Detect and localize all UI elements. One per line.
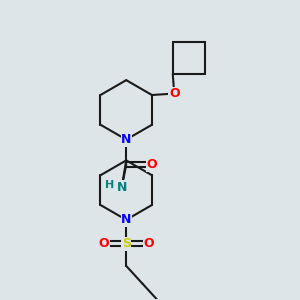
Text: N: N	[117, 181, 127, 194]
Text: O: O	[169, 87, 180, 100]
Text: O: O	[99, 237, 109, 250]
Text: N: N	[121, 133, 131, 146]
Text: O: O	[146, 158, 157, 171]
Text: S: S	[122, 237, 131, 250]
Text: O: O	[143, 237, 154, 250]
Text: N: N	[121, 213, 131, 226]
Text: H: H	[105, 180, 114, 190]
